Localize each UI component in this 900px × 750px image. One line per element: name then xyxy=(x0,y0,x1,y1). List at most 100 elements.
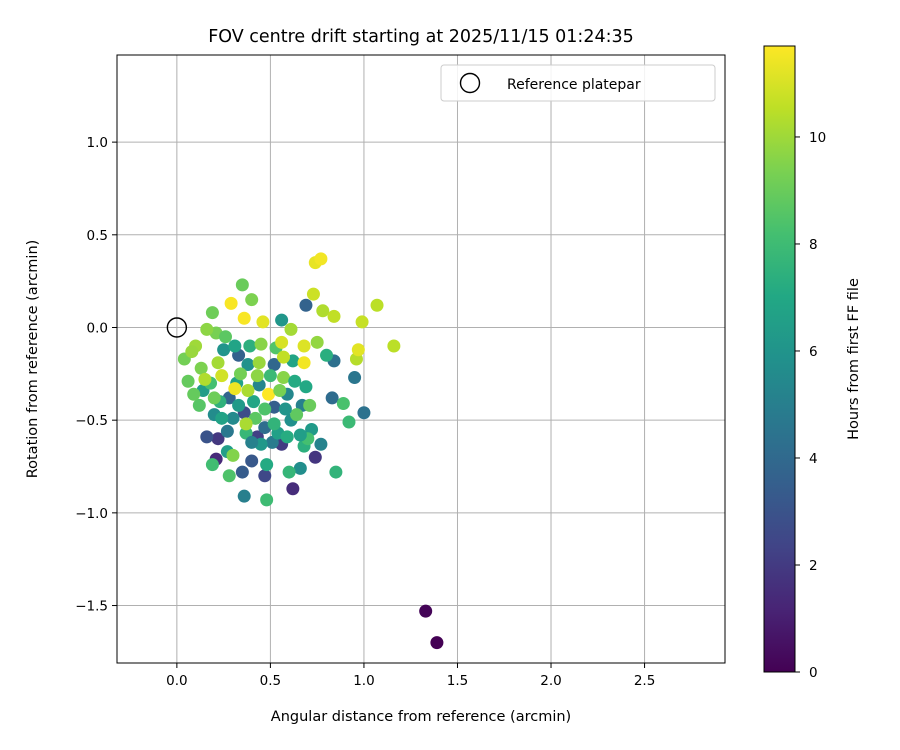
x-tick-label: 0.5 xyxy=(260,673,281,689)
scatter-point xyxy=(299,298,313,312)
scatter-point xyxy=(325,391,339,405)
scatter-point xyxy=(288,374,302,388)
scatter-point xyxy=(299,380,313,394)
scatter-point xyxy=(239,417,253,431)
scatter-point xyxy=(247,395,261,409)
scatter-point xyxy=(241,384,255,398)
scatter-point xyxy=(205,306,219,320)
scatter-point xyxy=(260,458,274,472)
scatter-point xyxy=(314,252,328,266)
scatter-point xyxy=(310,335,324,349)
y-tick-label: −0.5 xyxy=(75,413,108,429)
colorbar-ticks: 0 2 4 6 8 10 xyxy=(795,130,826,681)
scatter-point xyxy=(232,398,246,412)
scatter-point xyxy=(276,350,290,364)
scatter-point xyxy=(258,469,272,483)
y-axis-label: Rotation from reference (arcmin) xyxy=(25,240,41,479)
scatter-point xyxy=(286,482,300,496)
x-tick-label: 2.5 xyxy=(634,673,655,689)
x-axis-label: Angular distance from reference (arcmin) xyxy=(271,709,571,725)
scatter-point xyxy=(327,309,341,323)
scatter-point xyxy=(316,304,330,318)
reference-platepar-marker xyxy=(166,317,188,338)
colorbar-tick-label: 6 xyxy=(809,344,818,360)
scatter-point xyxy=(219,330,233,344)
scatter-point xyxy=(293,428,307,442)
scatter-point xyxy=(290,408,304,422)
scatter-point xyxy=(226,448,240,462)
scatter-point xyxy=(348,371,362,385)
legend-entry-reference-platepar: Reference platepar xyxy=(507,77,641,93)
scatter-point xyxy=(351,343,365,357)
scatter-point xyxy=(248,411,262,425)
scatter-point xyxy=(297,356,311,370)
scatter-point xyxy=(280,430,294,444)
scatter-point xyxy=(262,387,276,401)
y-tick-label: 0.5 xyxy=(87,228,108,244)
scatter-point xyxy=(308,450,322,464)
scatter-point xyxy=(256,315,270,329)
scatter-point xyxy=(267,417,281,431)
legend: Reference platepar xyxy=(440,64,716,102)
colorbar-tick-label: 2 xyxy=(809,558,818,574)
scatter-point xyxy=(336,396,350,410)
colorbar-tick-label: 10 xyxy=(809,130,826,146)
colorbar-gradient xyxy=(763,45,796,673)
y-tick-label: −1.5 xyxy=(75,599,108,615)
x-tick-label: 1.5 xyxy=(447,673,468,689)
scatter-point xyxy=(192,398,206,412)
scatter-point xyxy=(198,372,212,386)
colorbar: 0 2 4 6 8 10 Hours from first FF file xyxy=(763,45,862,681)
chart-title: FOV centre drift starting at 2025/11/15 … xyxy=(208,27,634,47)
scatter-point xyxy=(222,469,236,483)
scatter-point xyxy=(276,371,290,385)
scatter-point xyxy=(220,424,234,438)
scatter-point xyxy=(237,489,251,503)
scatter-point xyxy=(205,458,219,472)
grid xyxy=(117,55,725,663)
scatter-point xyxy=(211,432,225,446)
scatter-point xyxy=(241,358,255,372)
scatter-point xyxy=(260,493,274,507)
scatter-series xyxy=(177,252,444,650)
y-tick-label: 1.0 xyxy=(87,135,108,151)
scatter-point xyxy=(187,387,201,401)
scatter-point xyxy=(342,415,356,429)
scatter-point xyxy=(370,298,384,312)
legend-marker-icon xyxy=(459,72,481,94)
scatter-point xyxy=(306,287,320,301)
x-axis-ticks: 0.0 0.5 1.0 1.5 2.0 2.5 xyxy=(166,663,655,689)
colorbar-tick-label: 4 xyxy=(809,451,818,467)
colorbar-tick-label: 8 xyxy=(809,237,818,253)
y-tick-label: 0.0 xyxy=(87,320,108,336)
scatter-point xyxy=(228,339,242,353)
scatter-point xyxy=(419,604,433,618)
scatter-point xyxy=(215,369,229,383)
x-tick-label: 0.0 xyxy=(166,673,187,689)
scatter-point xyxy=(357,406,371,420)
legend-box xyxy=(440,64,716,102)
scatter-point xyxy=(237,311,251,325)
scatter-point xyxy=(194,361,208,375)
scatter-point xyxy=(217,343,231,357)
scatter-point xyxy=(275,335,289,349)
scatter-point xyxy=(329,465,343,479)
scatter-point xyxy=(243,339,257,353)
scatter-point xyxy=(278,402,292,416)
scatter-point xyxy=(282,465,296,479)
scatter-point xyxy=(284,322,298,336)
scatter-point xyxy=(430,636,444,650)
scatter-point xyxy=(387,339,401,353)
scatter-point xyxy=(245,454,259,468)
x-tick-label: 1.0 xyxy=(353,673,374,689)
scatter-point xyxy=(267,358,281,372)
scatter-point xyxy=(250,369,264,383)
scatter-point xyxy=(235,465,249,479)
scatter-point xyxy=(254,337,268,351)
scatter-point xyxy=(320,348,334,362)
scatter-point xyxy=(215,411,229,425)
colorbar-tick-label: 0 xyxy=(809,665,818,681)
scatter-point xyxy=(355,315,369,329)
scatter-point xyxy=(235,278,249,292)
